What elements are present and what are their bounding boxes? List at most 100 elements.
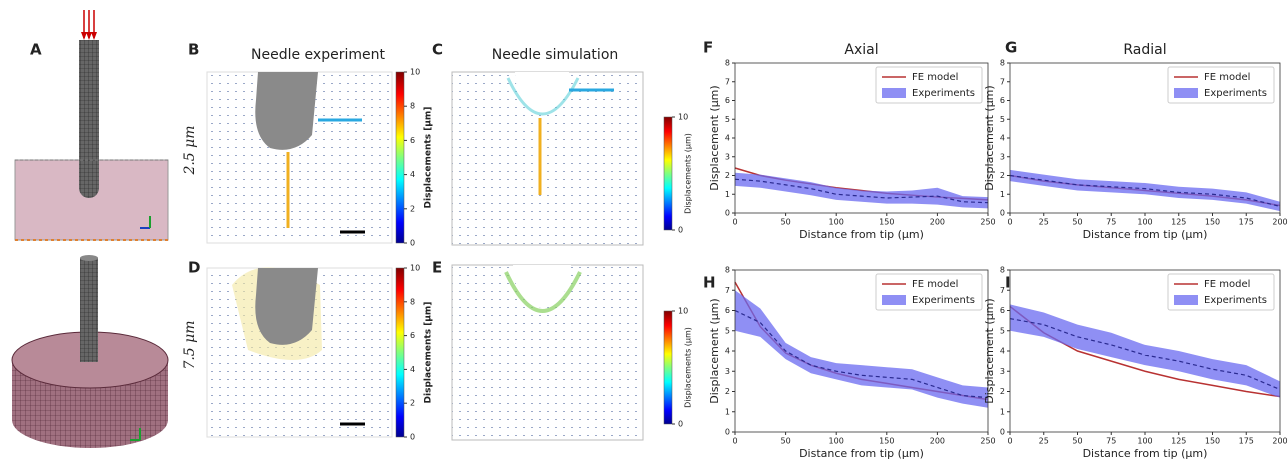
row-label: 2.5 μm [182, 125, 198, 175]
y-tick-label: 5 [725, 115, 730, 124]
x-tick-label: 0 [1007, 437, 1012, 446]
x-tick-label: 250 [980, 218, 995, 227]
x-axis-label: Distance from tip (μm) [1083, 447, 1208, 460]
x-tick-label: 0 [732, 218, 737, 227]
panel-label: B [188, 41, 199, 59]
colorbar-tick-label: 0 [678, 420, 683, 429]
colorbar [663, 310, 673, 425]
legend-label: Experiments [1204, 88, 1267, 99]
colorbar-tick-label: 6 [410, 136, 415, 145]
y-tick-label: 6 [725, 96, 730, 105]
experiment-band [735, 290, 988, 408]
panel-title: Needle experiment [251, 47, 385, 63]
colorbar-tick-label: 0 [678, 226, 683, 235]
x-tick-label: 150 [879, 437, 894, 446]
y-tick-label: 4 [725, 347, 730, 356]
y-tick-label: 2 [1000, 387, 1005, 396]
y-tick-label: 6 [1000, 96, 1005, 105]
x-tick-label: 100 [829, 218, 844, 227]
y-tick-label: 6 [725, 306, 730, 315]
cylinder-model [11, 255, 169, 448]
x-tick-label: 25 [1039, 437, 1049, 446]
colorbar [395, 71, 405, 244]
panel-label: I [1005, 274, 1011, 292]
colorbar-tick-label: 8 [410, 102, 415, 111]
colorbar-tick-label: 2 [410, 204, 415, 213]
x-tick-label: 175 [1239, 437, 1254, 446]
colorbar-label: Displacements (μm) [684, 133, 693, 214]
experiment-mean-line [1009, 318, 1281, 391]
y-tick-label: 4 [1000, 347, 1005, 356]
colorbar-tick-label: 4 [410, 170, 415, 179]
experiment-mean-line [734, 309, 989, 399]
experiment-band [735, 172, 988, 209]
y-tick-label: 5 [1000, 115, 1005, 124]
y-axis-label: Displacement (μm) [983, 298, 996, 403]
panel-title: Needle simulation [492, 47, 619, 63]
y-tick-label: 3 [1000, 367, 1005, 376]
y-tick-label: 0 [725, 428, 730, 437]
plot-frame [734, 62, 989, 214]
colorbar-tick-label: 6 [410, 331, 415, 340]
y-tick-label: 6 [1000, 306, 1005, 315]
y-axis-label: Displacement (μm) [708, 85, 721, 190]
panel-label: G [1005, 39, 1017, 57]
legend-label: FE model [912, 72, 958, 83]
y-tick-label: 0 [1000, 209, 1005, 218]
y-tick-label: 1 [725, 407, 730, 416]
y-tick-label: 8 [1000, 59, 1005, 68]
colorbar [663, 116, 673, 231]
x-tick-label: 0 [732, 437, 737, 446]
legend-swatch [1174, 295, 1198, 305]
x-tick-label: 100 [1137, 437, 1152, 446]
needle-model [14, 10, 169, 241]
y-tick-label: 7 [725, 77, 730, 86]
x-tick-label: 50 [781, 437, 791, 446]
colorbar-tick-label: 8 [410, 297, 415, 306]
legend-swatch [882, 295, 906, 305]
chart-title: Axial [844, 42, 878, 58]
x-tick-label: 200 [930, 437, 945, 446]
y-tick-label: 7 [1000, 77, 1005, 86]
experiment-mean-line [734, 178, 989, 204]
chart-title: Radial [1123, 42, 1166, 58]
legend-label: Experiments [912, 88, 975, 99]
legend-label: Experiments [1204, 295, 1267, 306]
x-tick-label: 25 [1039, 218, 1049, 227]
panel-label: H [703, 274, 716, 292]
panel-label: A [30, 41, 42, 59]
colorbar-tick-label: 0 [410, 433, 415, 442]
x-tick-label: 200 [1272, 218, 1287, 227]
y-tick-label: 2 [1000, 171, 1005, 180]
y-tick-label: 8 [725, 266, 730, 275]
colorbar-tick-label: 2 [410, 399, 415, 408]
colorbar-label: Displacements (μm) [684, 327, 693, 408]
y-tick-label: 1 [725, 190, 730, 199]
y-tick-label: 1 [1000, 407, 1005, 416]
x-tick-label: 125 [1171, 437, 1186, 446]
x-tick-label: 75 [1106, 218, 1116, 227]
x-tick-label: 150 [1205, 437, 1220, 446]
colorbar-tick-label: 0 [410, 239, 415, 248]
x-axis-label: Distance from tip (μm) [799, 447, 924, 460]
x-tick-label: 200 [1272, 437, 1287, 446]
x-axis-label: Distance from tip (μm) [1083, 228, 1208, 241]
y-tick-label: 2 [725, 171, 730, 180]
row-label: 7.5 μm [182, 320, 198, 369]
plot-frame [734, 269, 989, 433]
experiment-image [206, 267, 393, 438]
simulation-image [451, 264, 644, 441]
y-tick-label: 8 [1000, 266, 1005, 275]
y-tick-label: 8 [725, 59, 730, 68]
legend-swatch [882, 88, 906, 98]
y-axis-label: Displacement (μm) [983, 85, 996, 190]
legend-label: Experiments [912, 295, 975, 306]
x-tick-label: 200 [930, 218, 945, 227]
y-tick-label: 1 [1000, 190, 1005, 199]
x-tick-label: 150 [1205, 218, 1220, 227]
x-tick-label: 50 [781, 218, 791, 227]
panel-label: F [703, 39, 713, 57]
colorbar-tick-label: 10 [678, 113, 688, 122]
y-tick-label: 0 [725, 209, 730, 218]
